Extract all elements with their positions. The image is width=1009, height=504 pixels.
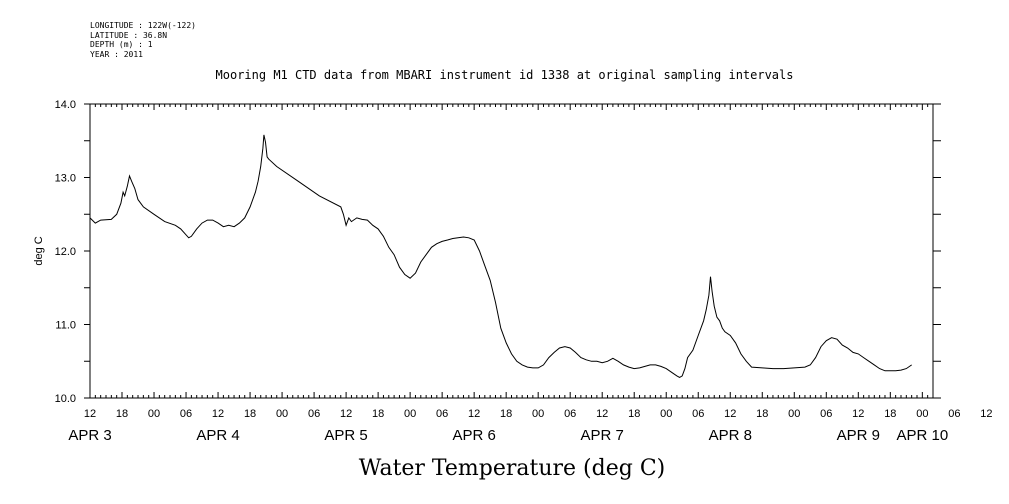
series-line-water-temperature — [89, 134, 912, 378]
x-hour-label: 18 — [500, 408, 512, 420]
x-axis-label: Water Temperature (deg C) — [359, 456, 666, 481]
x-hour-label: 12 — [84, 408, 96, 420]
x-day-label: APR 6 — [452, 427, 495, 444]
x-hour-label: 00 — [532, 408, 544, 420]
x-hour-label: 06 — [948, 408, 960, 420]
y-tick-label: 13.0 — [55, 173, 76, 185]
x-hour-label: 18 — [372, 408, 384, 420]
y-axis-label: deg C — [33, 236, 45, 265]
year-label: YEAR : 2011 — [90, 49, 143, 59]
x-day-label: APR 4 — [196, 427, 239, 444]
axes: 12 18 00 06 12 18 00 06 12 18 00 06 12 18 00 06 12 18 00 06… — [55, 99, 993, 444]
x-day-label: APR 5 — [324, 427, 367, 444]
y-tick-label: 12.0 — [55, 246, 76, 258]
x-hour-label: 06 — [820, 408, 832, 420]
x-hour-label: 18 — [884, 408, 896, 420]
x-hour-label: 12 — [596, 408, 608, 420]
x-hour-label: 12 — [980, 408, 992, 420]
x-hour-label: 00 — [660, 408, 672, 420]
x-hour-label: 00 — [788, 408, 800, 420]
x-hour-label: 06 — [436, 408, 448, 420]
x-day-label: APR 7 — [581, 427, 624, 444]
chart-title: Mooring M1 CTD data from MBARI instrumen… — [215, 68, 794, 82]
x-hour-label: 06 — [692, 408, 704, 420]
longitude-label: LONGITUDE : 122W(-122) — [90, 21, 196, 30]
x-hour-label: 06 — [180, 408, 192, 420]
x-hour-label: 00 — [916, 408, 928, 420]
x-hour-label: 12 — [212, 408, 224, 420]
x-hour-label: 18 — [756, 408, 768, 420]
x-day-label: APR 9 — [837, 427, 880, 444]
x-hour-label: 00 — [404, 408, 416, 420]
y-tick-label: 11.0 — [55, 320, 76, 332]
x-hour-label: 12 — [852, 408, 864, 420]
x-hour-label: 18 — [116, 408, 128, 420]
y-tick-label: 10.0 — [55, 393, 76, 405]
x-hour-label: 00 — [276, 408, 288, 420]
x-hour-label: 06 — [308, 408, 320, 420]
x-hour-label: 06 — [564, 408, 576, 420]
x-hour-label: 00 — [148, 408, 160, 420]
y-tick-label: 14.0 — [55, 99, 76, 111]
x-day-label: APR 8 — [709, 427, 752, 444]
latitude-label: LATITUDE : 36.8N — [90, 30, 168, 40]
x-day-label: APR 3 — [68, 427, 111, 444]
x-day-label: APR 10 — [896, 427, 948, 444]
x-hour-label: 18 — [628, 408, 640, 420]
x-hour-label: 18 — [244, 408, 256, 420]
metadata-block: LONGITUDE : 122W(-122) LATITUDE : 36.8N … — [90, 21, 196, 59]
x-hour-label: 12 — [724, 408, 736, 420]
x-hour-label: 12 — [340, 408, 352, 420]
depth-label: DEPTH (m) : 1 — [90, 40, 153, 49]
x-hour-label: 12 — [468, 408, 480, 420]
